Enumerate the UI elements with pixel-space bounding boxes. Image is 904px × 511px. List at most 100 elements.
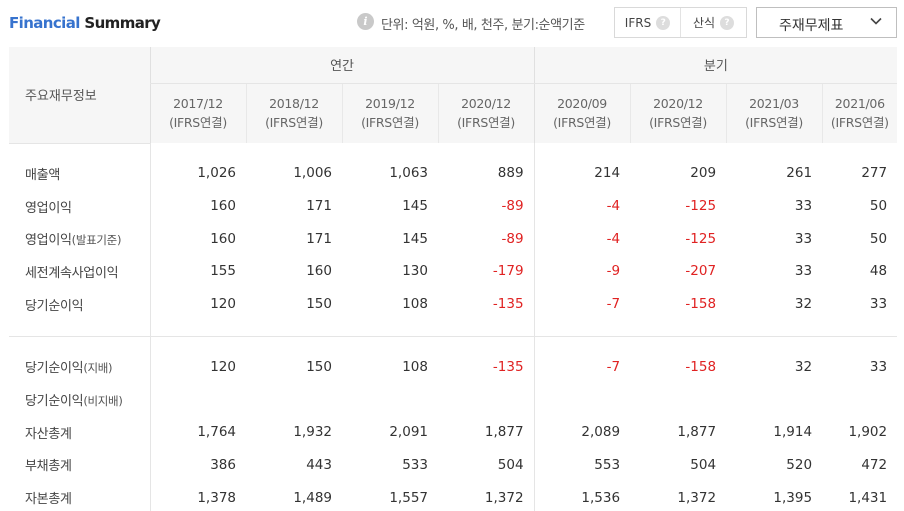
table-cell: 1,764 [149,415,246,449]
table-cell: 1,378 [149,481,246,511]
row-label[interactable]: 부채총계 [9,449,150,482]
table-row: 부채총계 386 443 533 504 553 504 520 472 [9,448,897,482]
table-cell: 50 [869,198,888,215]
table-cell: 1,932 [293,424,332,441]
period-basis: (IFRS연결) [265,115,323,131]
title-part-2: Summary [79,14,161,32]
row-label[interactable]: 매출액 [9,157,150,190]
table-row: 영업이익 160 171 145 -89 -4 -125 33 50 [9,189,897,223]
table-cell: 1,914 [773,424,813,441]
period-header: 2020/12 (IFRS연결) [437,83,535,143]
table-cell: 214 [533,157,631,190]
table-cell: -135 [492,296,524,313]
table-cell: -89 [501,198,524,215]
row-label[interactable]: 당기순이익 [9,288,150,321]
table-cell [726,383,822,416]
table-cell: -135 [492,358,524,375]
table-cell: 150 [306,296,332,313]
row-label-text: 매출액 [25,167,60,183]
table-cell: 32 [794,296,813,313]
table-cell: 50 [869,230,888,247]
period-header: 2019/12 (IFRS연결) [341,83,438,143]
table-cell: 33 [869,358,888,375]
table-cell [630,383,726,416]
row-label[interactable]: 당기순이익(지배) [9,350,150,383]
table-cell: 443 [306,456,332,473]
row-label-text: 부채총계 [25,459,72,475]
row-label-text: 당기순이익 [25,298,84,314]
table-row: 세전계속사업이익 155 160 130 -179 -9 -207 33 48 [9,255,897,288]
row-label[interactable]: 당기순이익(비지배) [9,383,150,416]
period-header: 2017/12 (IFRS연결) [149,83,246,143]
period-header: 2018/12 (IFRS연결) [245,83,342,143]
help-icon[interactable]: ? [656,15,671,30]
ifrs-label: IFRS [624,15,652,30]
period-header: 2020/12 (IFRS연결) [629,83,727,143]
table-row: 당기순이익(지배) 120 150 108 -135 -7 -158 32 33 [9,350,897,384]
table-cell: 160 [149,222,246,256]
period-basis: (IFRS연결) [169,115,227,131]
table-cell: -207 [685,263,717,280]
row-label[interactable]: 자본총계 [9,481,150,511]
table-cell: 33 [869,296,888,313]
table-cell: 108 [402,296,428,313]
table-cell: 33 [794,230,813,247]
row-label-sub: (비지배) [83,393,123,408]
table-cell [533,383,631,416]
table-cell: 261 [786,165,813,182]
period-basis: (IFRS연결) [457,115,515,131]
row-label[interactable]: 영업이익(발표기준) [9,222,150,255]
table-row: 당기순이익 120 150 108 -135 -7 -158 32 33 [9,287,897,321]
table-cell: 1,877 [677,424,717,441]
table-cell: -125 [685,198,717,215]
table-cell: 1,536 [533,481,631,511]
table-cell: 504 [497,456,524,473]
statement-type-select[interactable]: 주재무제표 [756,7,897,38]
table-row: 당기순이익(비지배) [9,383,897,416]
row-label[interactable]: 자산총계 [9,416,150,449]
row-label-sub: (발표기준) [71,233,122,248]
period-basis: (IFRS연결) [830,115,889,131]
table-cell: 1,395 [773,489,813,506]
period-date: 2020/12 [461,96,511,112]
period-header: 2021/03 (IFRS연결) [725,83,823,143]
table-cell: 145 [402,198,428,215]
formula-toggle-button[interactable]: 산식 ? [680,8,746,37]
table-cell: 120 [149,350,246,384]
table-cell: 171 [306,198,332,215]
row-label-sub: (지배) [83,361,113,376]
table-cell [822,383,897,416]
info-icon[interactable]: i [357,13,374,30]
help-icon[interactable]: ? [720,15,735,30]
table-cell: 33 [794,198,813,215]
table-cell: -4 [533,222,631,256]
table-cell: 472 [861,456,888,473]
table-cell [246,383,342,416]
table-cell: 160 [306,263,332,280]
table-cell: -7 [533,350,631,384]
period-date: 2021/03 [749,96,799,112]
period-basis: (IFRS연결) [361,115,419,131]
table-cell: 1,489 [293,489,332,506]
table-cell [342,383,438,416]
table-cell: 504 [690,456,717,473]
period-date: 2020/09 [557,96,607,112]
table-cell: 889 [497,165,524,182]
page-title: Financial Summary [9,14,161,32]
table-cell: 145 [402,230,428,247]
table-cell: -125 [685,230,717,247]
row-label[interactable]: 영업이익 [9,190,150,223]
table-cell: 2,089 [533,415,631,449]
row-label[interactable]: 세전계속사업이익 [9,255,150,288]
row-label-text: 자본총계 [25,492,72,508]
period-date: 2020/12 [653,96,703,112]
table-cell: 533 [402,456,428,473]
table-cell: -89 [501,230,524,247]
ifrs-toggle-button[interactable]: IFRS ? [615,8,680,37]
row-label-text: 영업이익 [25,233,72,249]
calc-toggle-group: IFRS ? 산식 ? [614,7,747,38]
table-row: 자본총계 1,378 1,489 1,557 1,372 1,536 1,372 1,395 1… [9,481,897,511]
unit-text: 단위: 억원, %, 배, 천주, 분기:순액기준 [381,18,585,33]
table-cell: -158 [685,358,717,375]
table-cell: 150 [306,358,332,375]
